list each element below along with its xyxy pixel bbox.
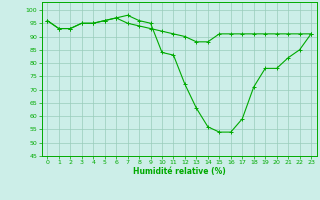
- X-axis label: Humidité relative (%): Humidité relative (%): [133, 167, 226, 176]
